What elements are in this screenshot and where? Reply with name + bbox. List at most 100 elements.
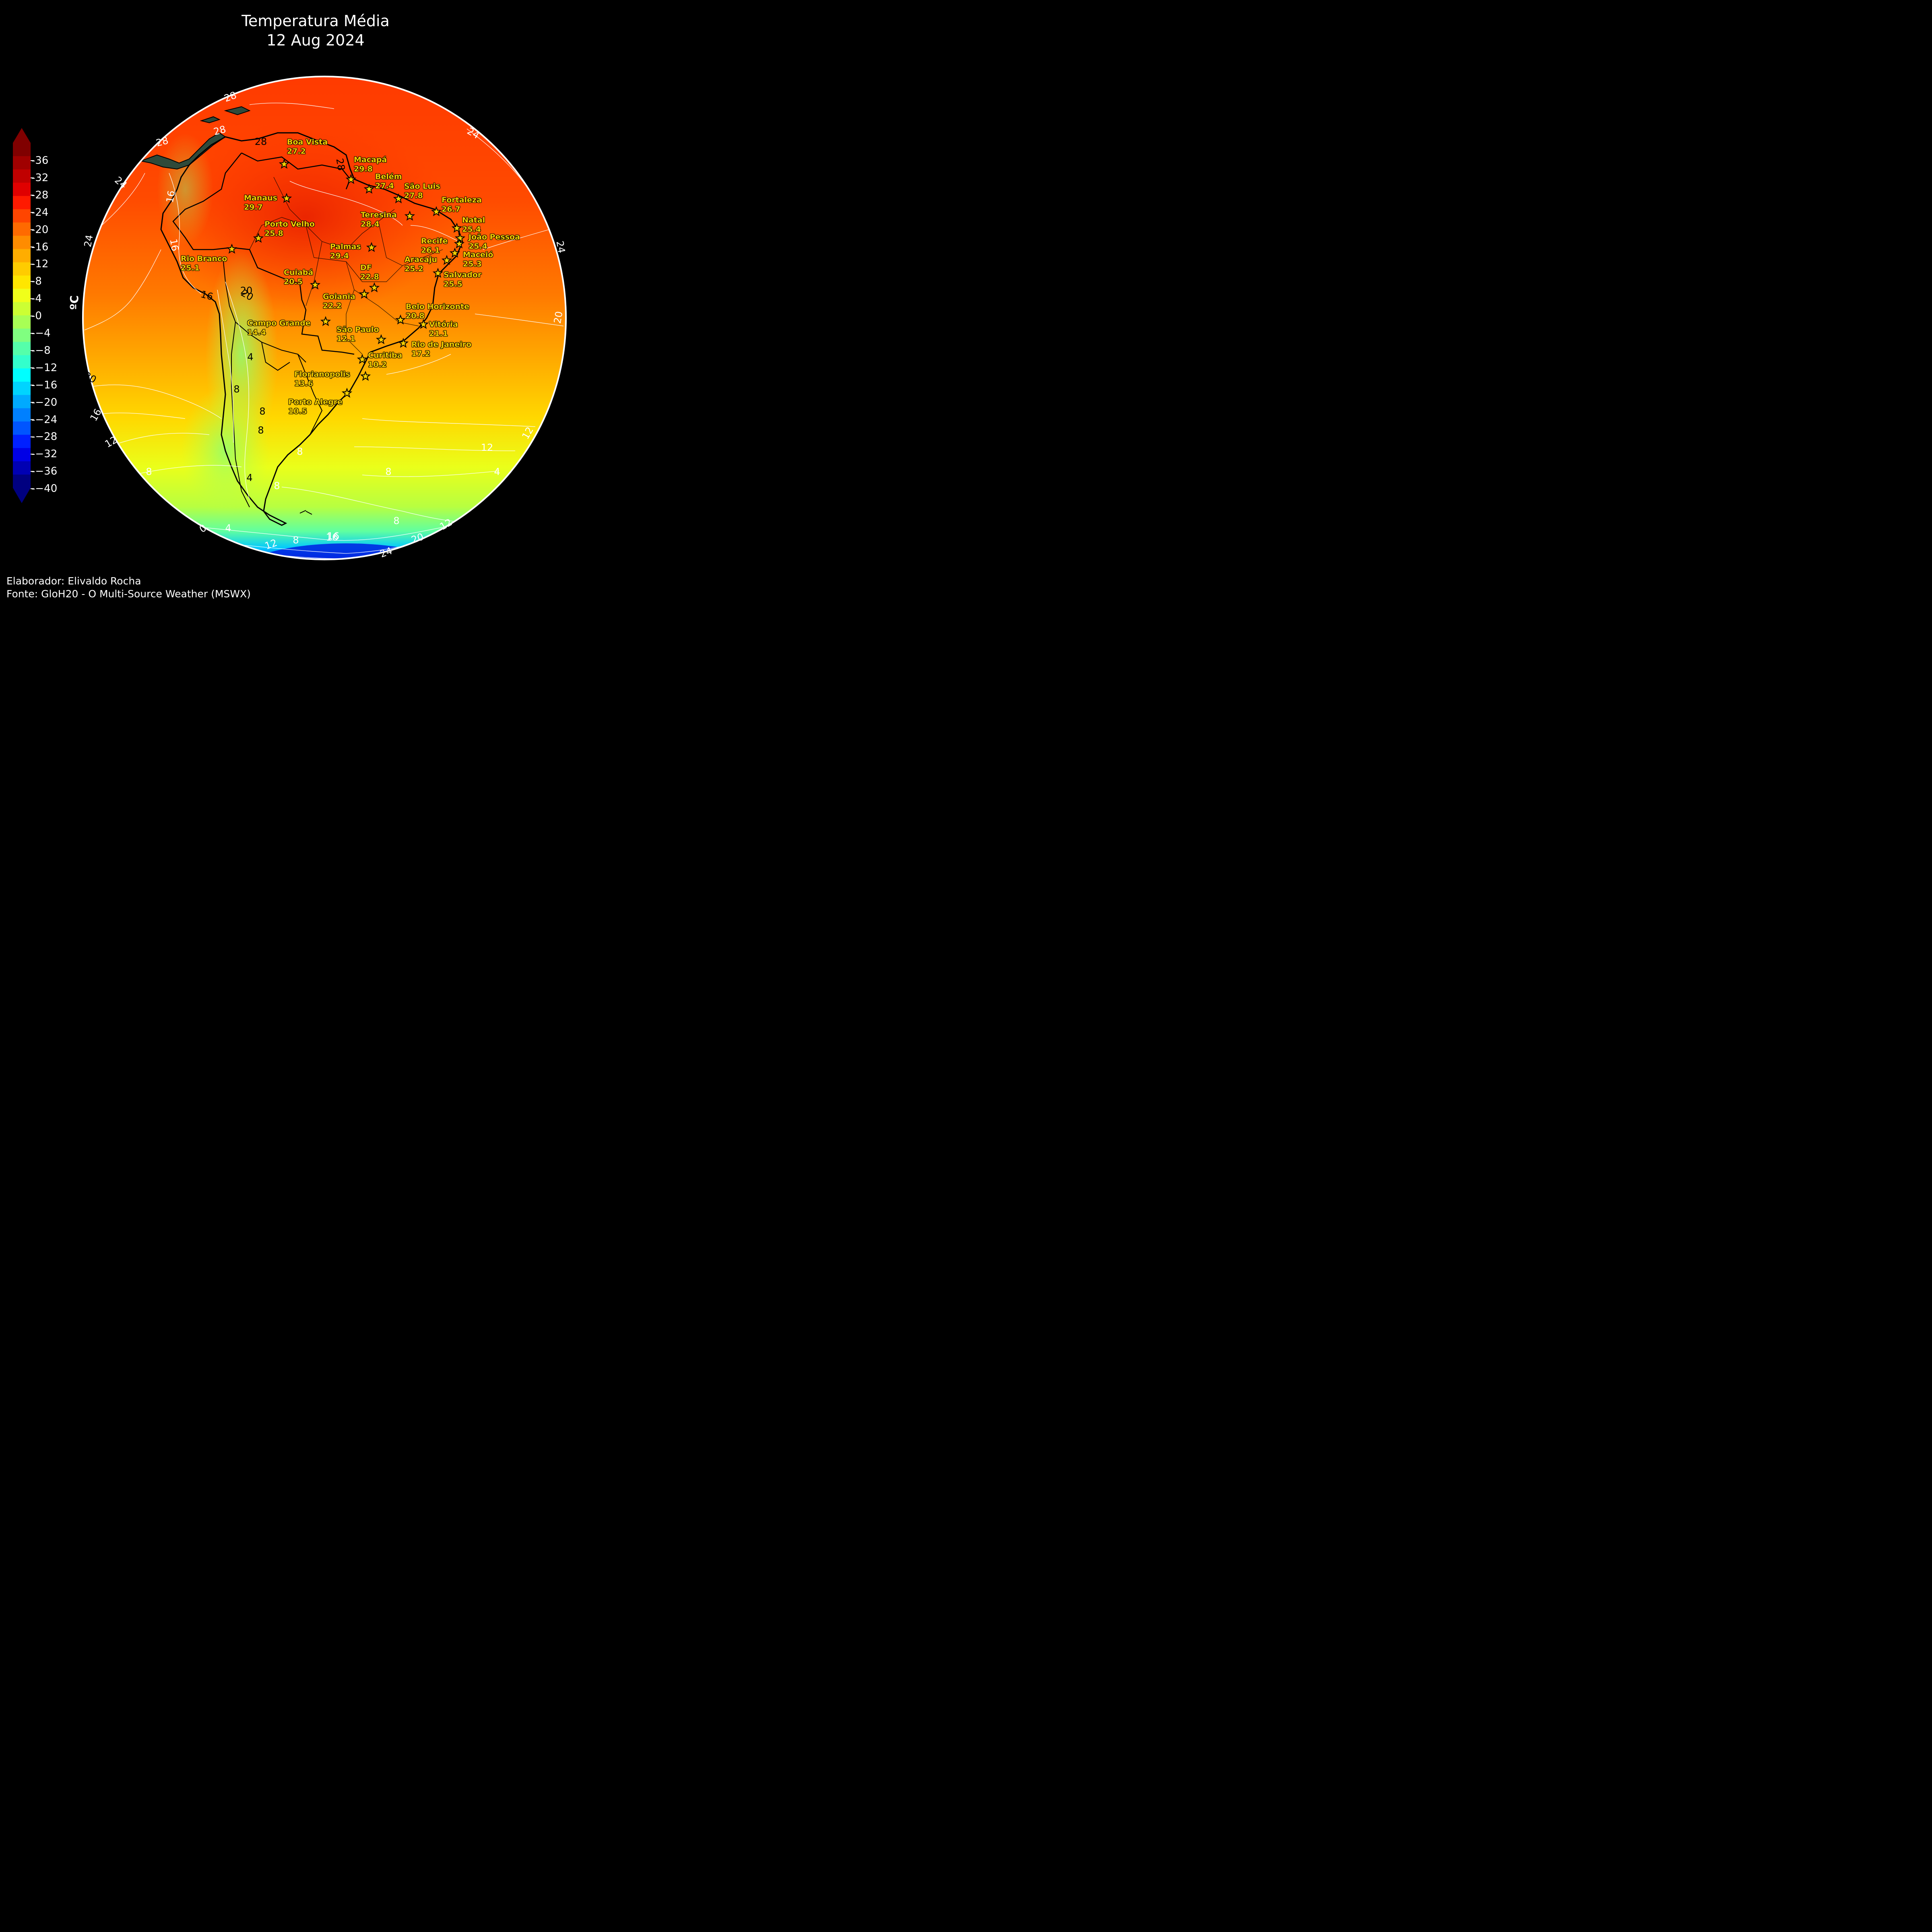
colorbar-tick-label: -−12	[31, 361, 58, 374]
city-star-icon	[398, 338, 409, 348]
city-label: DF 22.8	[360, 263, 379, 282]
city-star-icon	[359, 289, 370, 299]
city-star-icon	[360, 371, 371, 381]
isotherm-label: 24	[554, 240, 567, 254]
colorbar-band	[13, 235, 31, 250]
map-figure: 28 28 28 24 24 24 20 20 16 16 12 12 8 8 4 0 20 24 28 16 12 4 8…	[0, 0, 631, 631]
city-label: Manaus 29.7	[244, 194, 277, 212]
city-temperature: 20.8	[406, 312, 425, 320]
colorbar-tick-label: -−8	[31, 344, 51, 357]
city-star-icon	[253, 233, 264, 243]
city-star-icon	[279, 159, 290, 169]
colorbar-band	[13, 328, 31, 343]
city-label: Natal 25.4	[462, 216, 485, 234]
city-label: Macapá 29.8	[354, 155, 387, 174]
city-label: Goiania 22.2	[323, 292, 355, 311]
city-temperature: 27.2	[287, 147, 306, 156]
colorbar-band	[13, 156, 31, 170]
city-star-icon	[341, 388, 353, 398]
colorbar-tick-label: -−4	[31, 327, 51, 339]
isotherm-label: 8	[259, 406, 265, 417]
city-label: Florianopolis 13.6	[294, 370, 350, 388]
city-star-icon	[310, 279, 321, 290]
city-name: Rio de Janeiro	[411, 340, 472, 349]
chart-date: 12 Aug 2024	[266, 31, 365, 49]
colorbar-band	[13, 395, 31, 409]
isotherm-label: 28	[334, 157, 347, 171]
city-star-icon	[357, 354, 368, 364]
city-name: Manaus	[244, 194, 277, 202]
brazil-border	[172, 152, 355, 355]
isotherm-label: 24	[82, 234, 95, 248]
city-name: Boa Vista	[287, 138, 328, 147]
colorbar-tick-label: -32	[31, 171, 49, 184]
city-label: Cuiabá 20.5	[284, 268, 313, 287]
colorbar-tick-label: -−32	[31, 448, 58, 460]
credit-author: Elaborador: Elivaldo Rocha	[6, 575, 141, 587]
city-star-icon	[363, 184, 375, 194]
colorbar-band	[13, 435, 31, 448]
globe-outline	[82, 76, 567, 560]
city-name: Macapá	[354, 155, 387, 164]
city-star-icon	[345, 174, 357, 184]
south-america-coastline	[160, 132, 462, 526]
isotherm-label: 20	[552, 310, 565, 324]
colorbar-tick-label: -24	[31, 206, 49, 219]
colorbar-unit: ºC	[68, 295, 81, 310]
city-temperature: 27.4	[375, 182, 394, 190]
city-label: Rio Branco 25.1	[181, 254, 227, 273]
city-name: Curitiba	[368, 351, 402, 360]
isotherm-label: 8	[385, 466, 391, 477]
city-name: Porto Alegre	[288, 398, 343, 407]
isotherm-label: 8	[233, 384, 239, 395]
colorbar-band	[13, 461, 31, 475]
city-name: Vitória	[429, 320, 458, 329]
city-label: Belém 27.4	[375, 172, 402, 191]
city-temperature: 20.5	[284, 277, 303, 286]
city-label: Salvador 25.5	[444, 270, 481, 289]
city-star-icon	[449, 248, 460, 258]
city-temperature: 14.4	[247, 328, 266, 337]
colorbar-tick-label: -36	[31, 155, 49, 167]
isotherm-label: 8	[297, 446, 303, 457]
city-name: Belo Horizonte	[406, 302, 469, 311]
city-label: Fortaleza 26.7	[442, 196, 482, 214]
city-name: Rio Branco	[181, 254, 227, 263]
colorbar-band	[13, 368, 31, 382]
city-name: Aracaju	[405, 255, 438, 264]
city-temperature: 29.4	[330, 252, 349, 260]
city-star-icon	[366, 242, 377, 252]
isotherm-label: 8	[393, 515, 399, 526]
colorbar-band	[13, 275, 31, 289]
isotherm-label: 4	[494, 466, 500, 477]
colorbar	[13, 128, 34, 503]
city-temperature: 25.4	[462, 225, 481, 234]
city-temperature: 22.8	[360, 272, 379, 281]
city-temperature: 29.7	[244, 203, 263, 212]
city-label: Porto Alegre 10.5	[288, 398, 343, 416]
city-name: Recife	[421, 237, 448, 246]
city-star-icon	[451, 223, 462, 233]
colorbar-band	[13, 355, 31, 369]
city-star-icon	[376, 334, 387, 345]
city-temperature: 17.2	[411, 349, 430, 358]
colorbar-tick-label: -−20	[31, 396, 58, 409]
colorbar-band	[13, 169, 31, 183]
credit-source: Fonte: GloH20 - O Multi-Source Weather (…	[6, 588, 251, 600]
city-name: Maceió	[463, 250, 493, 259]
city-temperature: 22.2	[323, 301, 342, 310]
city-label: Aracaju 25.2	[405, 255, 437, 274]
colorbar-band	[13, 196, 31, 210]
city-label: Boa Vista 27.2	[287, 138, 328, 156]
city-name: Goiania	[323, 292, 355, 301]
colorbar-band	[13, 262, 31, 276]
colorbar-tick-label: -−36	[31, 465, 58, 478]
colorbar-tick-label: -4	[31, 293, 42, 305]
city-star-icon	[454, 233, 466, 243]
city-temperature: 13.6	[294, 379, 313, 388]
city-name: Salvador	[444, 270, 482, 279]
city-label: Curitiba 10.2	[368, 351, 402, 369]
city-name: Campo Grande	[247, 319, 311, 328]
city-temperature: 28.4	[361, 220, 380, 229]
isotherm-label: 4	[246, 472, 252, 483]
